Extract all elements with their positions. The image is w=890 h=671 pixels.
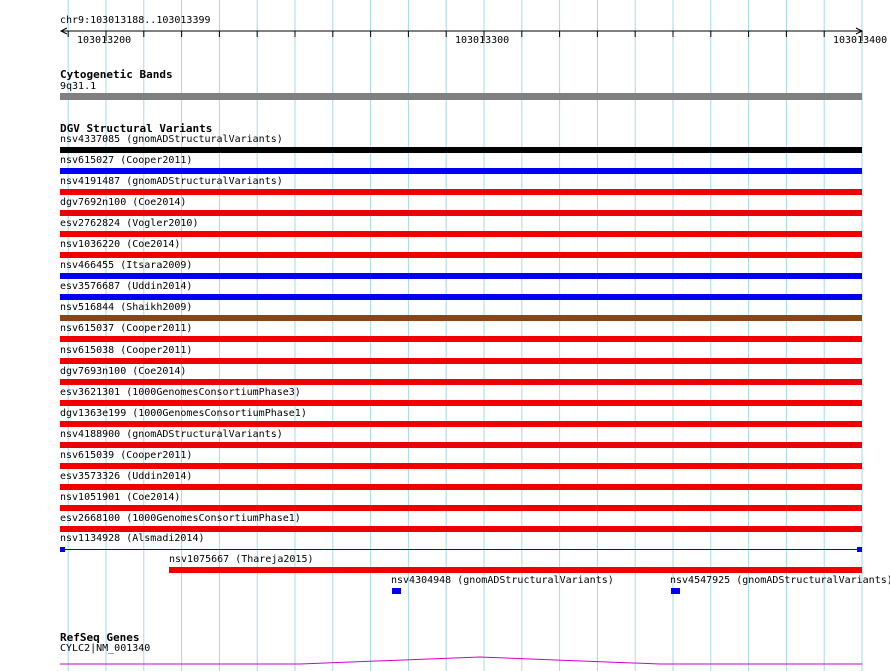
- track-title-cytobands: Cytogenetic Bands: [60, 68, 173, 81]
- feature-label: dgv1363e199 (1000GenomesConsortiumPhase1…: [60, 408, 307, 419]
- feature-bar[interactable]: [60, 421, 862, 427]
- feature-label: nsv615038 (Cooper2011): [60, 345, 193, 356]
- feature-label: nsv4547925 (gnomADStructuralVariants): [670, 575, 890, 586]
- feature-bar[interactable]: [60, 442, 862, 448]
- feature-bar-small[interactable]: [392, 588, 401, 594]
- feature-label: nsv1051901 (Coe2014): [60, 492, 181, 503]
- feature-bar[interactable]: [60, 168, 862, 174]
- feature-label: nsv1075667 (Thareja2015): [169, 554, 314, 565]
- feature-label: esv3576687 (Uddin2014): [60, 281, 193, 292]
- gene-intron-line[interactable]: [0, 652, 890, 671]
- feature-label: nsv466455 (Itsara2009): [60, 260, 193, 271]
- feature-label: nsv516844 (Shaikh2009): [60, 302, 193, 313]
- feature-bar[interactable]: [60, 210, 862, 216]
- ruler-left-arrow-icon: [59, 27, 68, 35]
- feature-label: nsv4304948 (gnomADStructuralVariants): [391, 575, 614, 586]
- feature-label: nsv615037 (Cooper2011): [60, 323, 193, 334]
- feature-bar[interactable]: [60, 252, 862, 258]
- feature-bar[interactable]: [60, 273, 862, 279]
- ruler-range-label: chr9:103013188..103013399: [60, 15, 211, 26]
- feature-label: nsv615039 (Cooper2011): [60, 450, 193, 461]
- feature-label: nsv615027 (Cooper2011): [60, 155, 193, 166]
- feature-bar[interactable]: [60, 231, 862, 237]
- feature-bar[interactable]: [60, 336, 862, 342]
- feature-bar[interactable]: [60, 147, 862, 153]
- ruler-tick-label: 103013400: [833, 35, 888, 46]
- feature-bar-thareja[interactable]: [169, 567, 862, 573]
- feature-label: esv3621301 (1000GenomesConsortiumPhase3): [60, 387, 301, 398]
- cytoband-bar[interactable]: [60, 93, 862, 100]
- feature-bar[interactable]: [60, 400, 862, 406]
- feature-label: dgv7692n100 (Coe2014): [60, 197, 187, 208]
- feature-bar[interactable]: [60, 358, 862, 364]
- track-title-refseq: RefSeq Genes: [60, 631, 140, 644]
- feature-label: dgv7693n100 (Coe2014): [60, 366, 187, 377]
- feature-label: esv2668100 (1000GenomesConsortiumPhase1): [60, 513, 301, 524]
- feature-endcap: [857, 547, 862, 552]
- feature-line-alsmadi[interactable]: [60, 549, 862, 550]
- feature-label: nsv1134928 (Alsmadi2014): [60, 533, 205, 544]
- intron-connector: [60, 656, 862, 665]
- track-title-dgv: DGV Structural Variants: [60, 122, 213, 135]
- ruler[interactable]: [0, 0, 890, 60]
- feature-bar[interactable]: [60, 294, 862, 300]
- feature-bar[interactable]: [60, 484, 862, 490]
- feature-label: nsv4337085 (gnomADStructuralVariants): [60, 134, 283, 145]
- feature-label: nsv1036220 (Coe2014): [60, 239, 181, 250]
- feature-label: esv2762824 (Vogler2010): [60, 218, 199, 229]
- feature-bar[interactable]: [60, 315, 862, 321]
- feature-endcap: [60, 547, 65, 552]
- cytoband-label: 9q31.1: [60, 81, 97, 92]
- ruler-tick-label: 103013200: [77, 35, 132, 46]
- gene-label: CYLC2|NM_001340: [60, 643, 151, 654]
- feature-bar[interactable]: [60, 505, 862, 511]
- ruler-tick-label: 103013300: [455, 35, 510, 46]
- feature-bar[interactable]: [60, 189, 862, 195]
- feature-bar[interactable]: [60, 463, 862, 469]
- feature-bar[interactable]: [60, 379, 862, 385]
- feature-label: esv3573326 (Uddin2014): [60, 471, 193, 482]
- feature-bar[interactable]: [60, 526, 862, 532]
- feature-bar-small[interactable]: [671, 588, 680, 594]
- feature-label: nsv4191487 (gnomADStructuralVariants): [60, 176, 283, 187]
- feature-label: nsv4188900 (gnomADStructuralVariants): [60, 429, 283, 440]
